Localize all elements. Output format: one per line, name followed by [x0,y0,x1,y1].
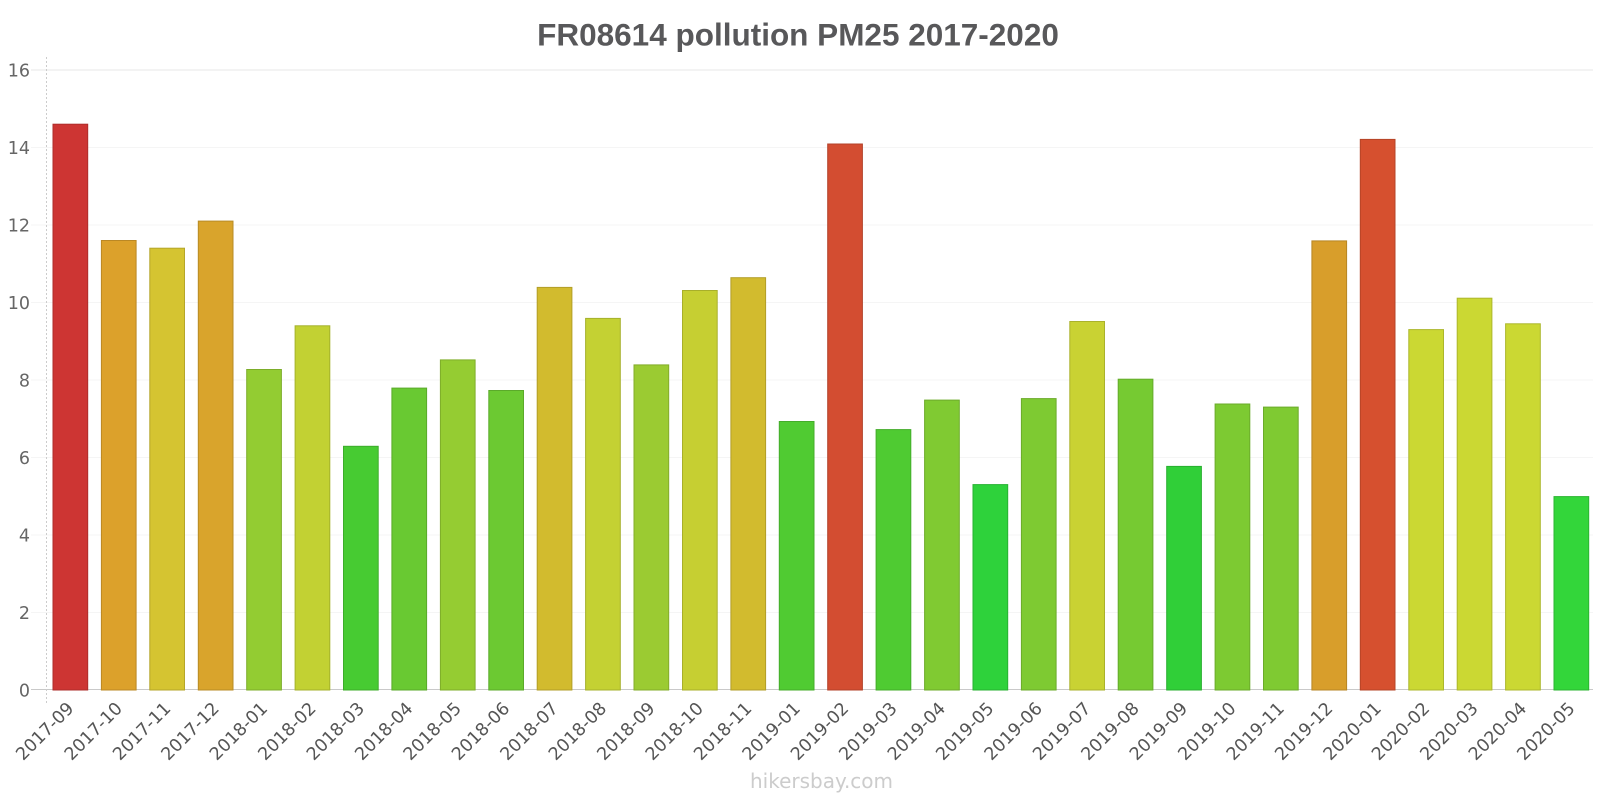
svg-text:4: 4 [19,526,30,546]
svg-text:10: 10 [8,294,30,314]
svg-text:12: 12 [8,216,30,236]
svg-text:8: 8 [19,371,30,391]
svg-text:16: 16 [8,61,30,81]
svg-text:FR08614 pollution PM25 2017-20: FR08614 pollution PM25 2017-2020 [537,17,1059,53]
svg-text:6: 6 [19,449,30,469]
svg-text:2: 2 [19,604,30,624]
svg-text:0: 0 [19,681,30,701]
svg-text:hikersbay.com: hikersbay.com [750,769,893,793]
svg-text:14: 14 [8,139,30,159]
